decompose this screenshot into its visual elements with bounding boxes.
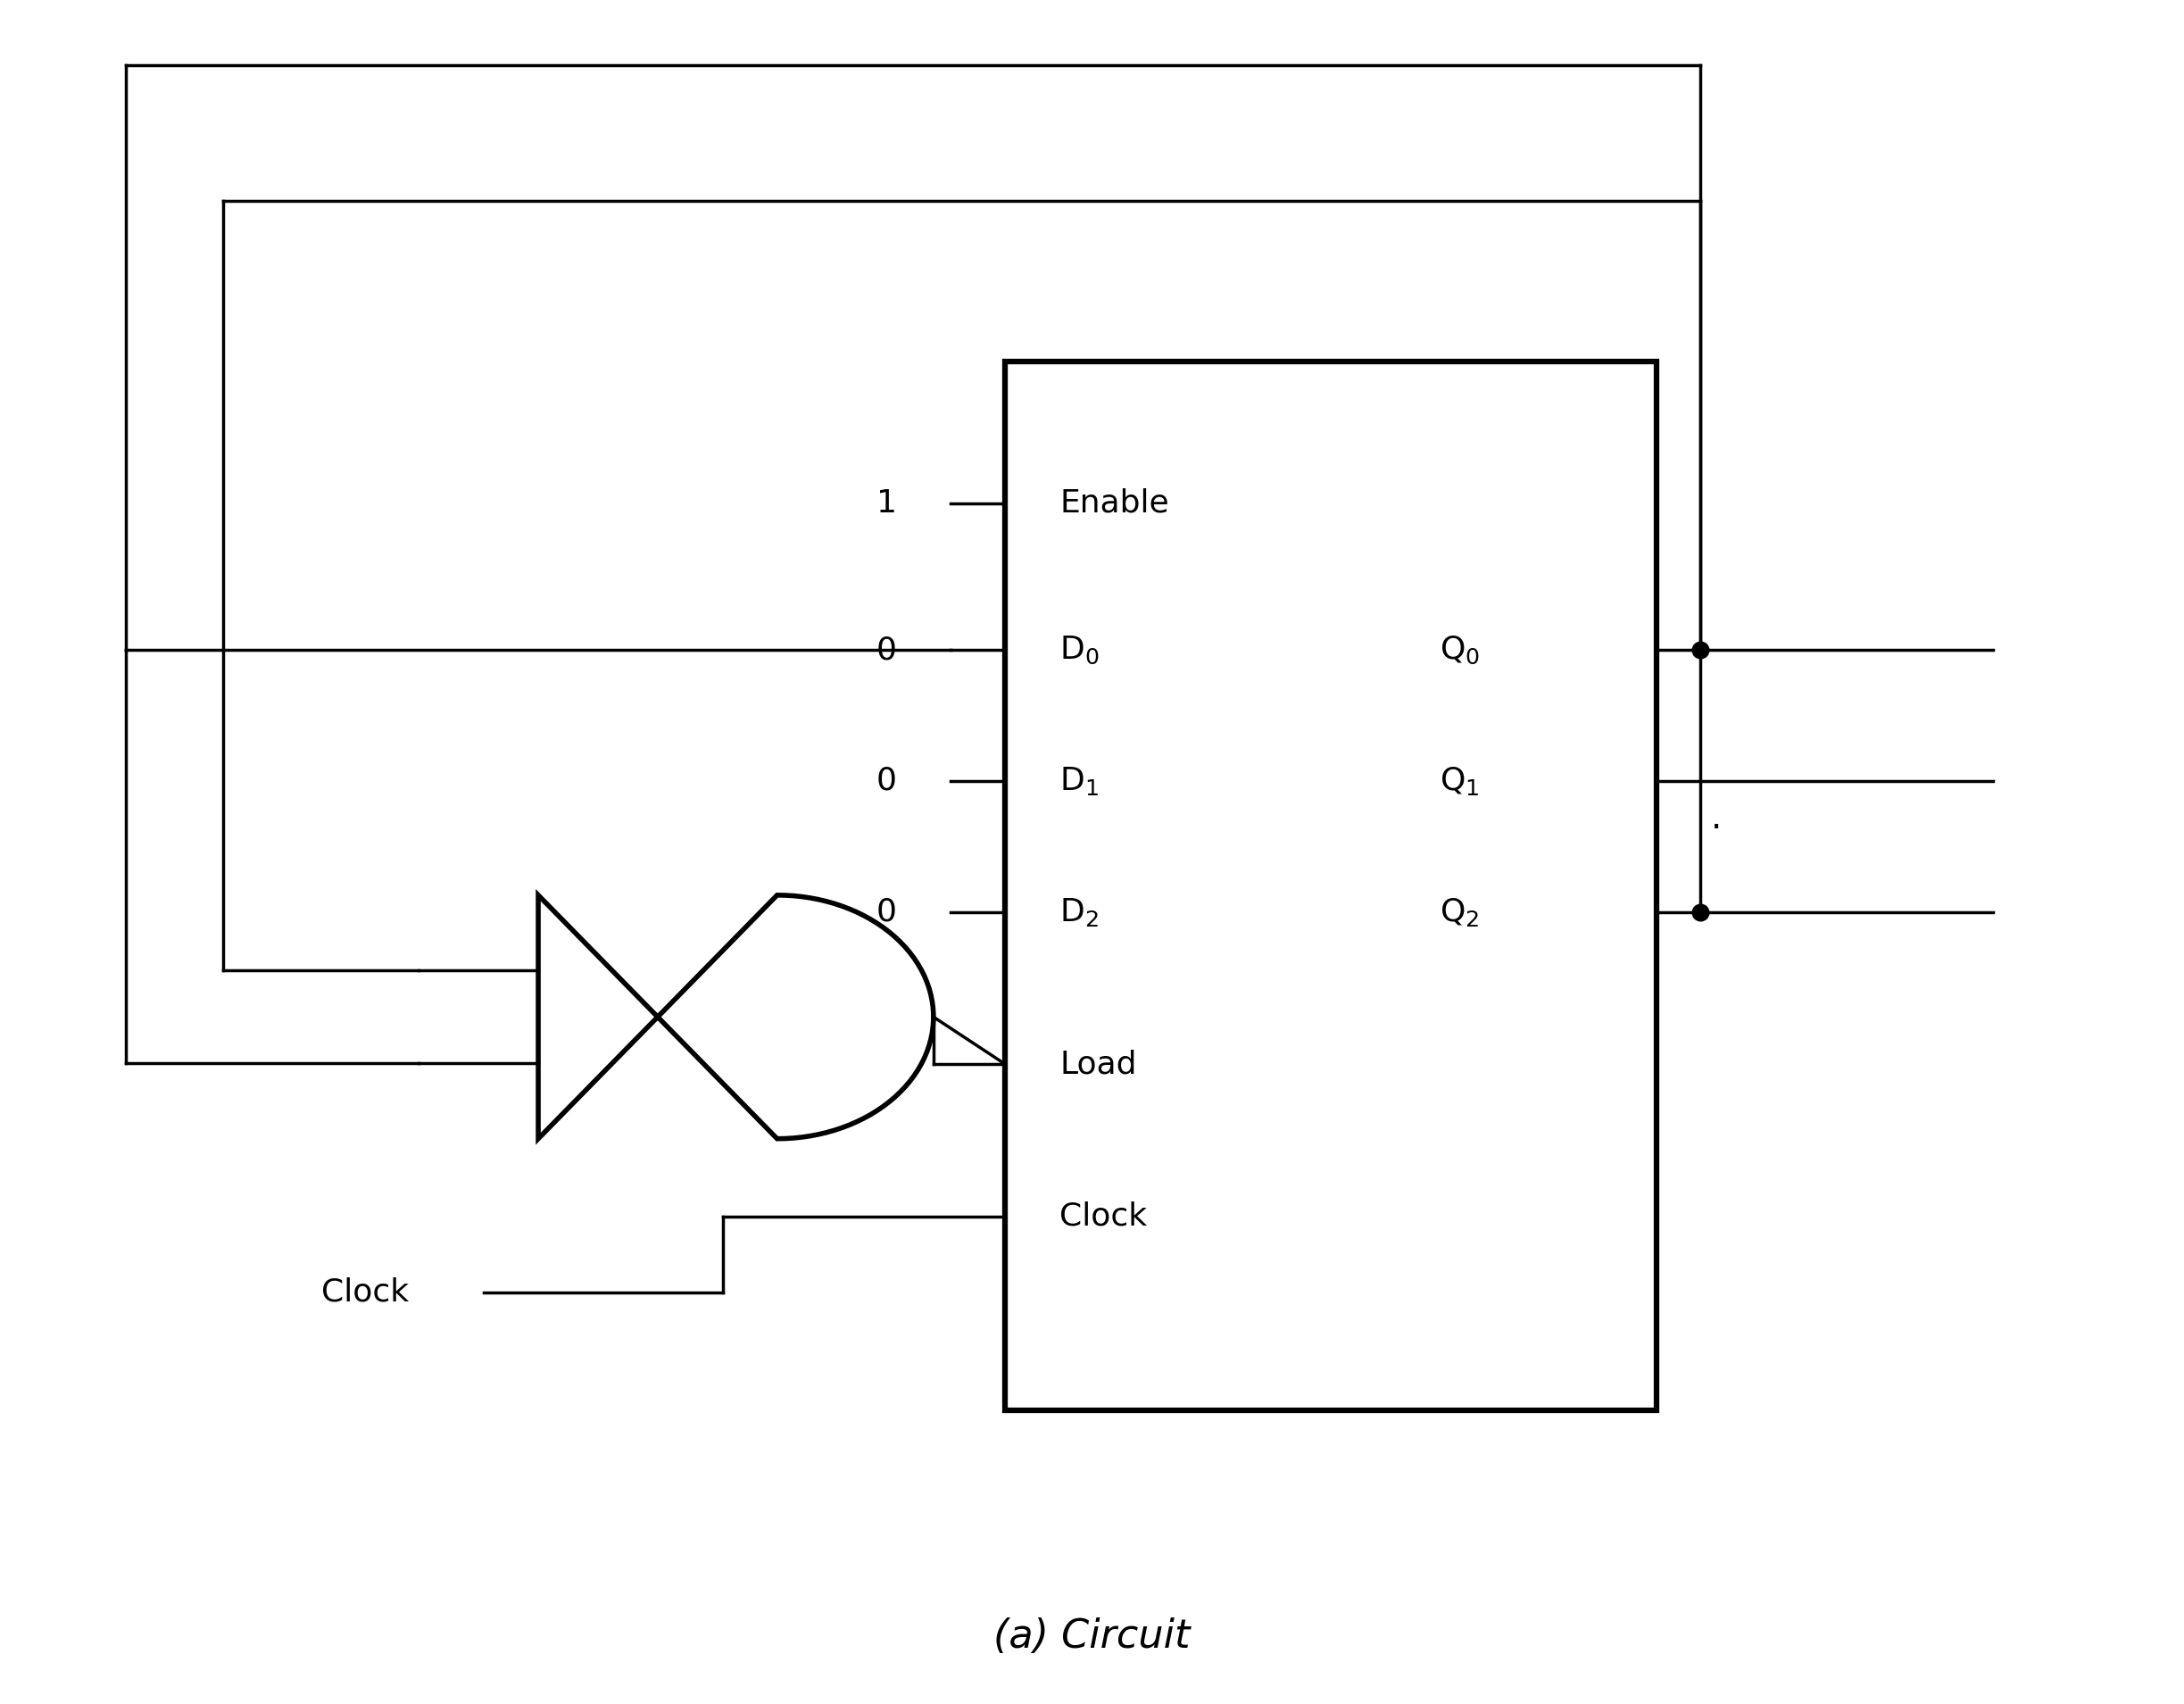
Text: 0: 0 bbox=[876, 896, 898, 927]
Text: 0: 0 bbox=[876, 634, 898, 665]
Text: D$_1$: D$_1$ bbox=[1059, 765, 1099, 797]
Bar bbox=[1005, 361, 1658, 1411]
Text: Load: Load bbox=[1059, 1050, 1136, 1079]
Point bbox=[1682, 898, 1717, 925]
Text: Q$_0$: Q$_0$ bbox=[1439, 634, 1481, 666]
Text: (a) Circuit: (a) Circuit bbox=[994, 1617, 1190, 1656]
Polygon shape bbox=[537, 895, 933, 1138]
Text: Clock: Clock bbox=[321, 1278, 408, 1307]
Text: D$_0$: D$_0$ bbox=[1059, 634, 1099, 666]
Text: Q$_1$: Q$_1$ bbox=[1439, 765, 1479, 797]
Text: 1: 1 bbox=[876, 487, 898, 518]
Text: .: . bbox=[1710, 801, 1721, 835]
Text: Clock: Clock bbox=[1059, 1201, 1147, 1232]
Text: 0: 0 bbox=[876, 765, 898, 796]
Text: Enable: Enable bbox=[1059, 487, 1168, 518]
Point bbox=[1682, 636, 1717, 663]
Text: Q$_2$: Q$_2$ bbox=[1439, 896, 1479, 929]
Text: D$_2$: D$_2$ bbox=[1059, 896, 1099, 929]
